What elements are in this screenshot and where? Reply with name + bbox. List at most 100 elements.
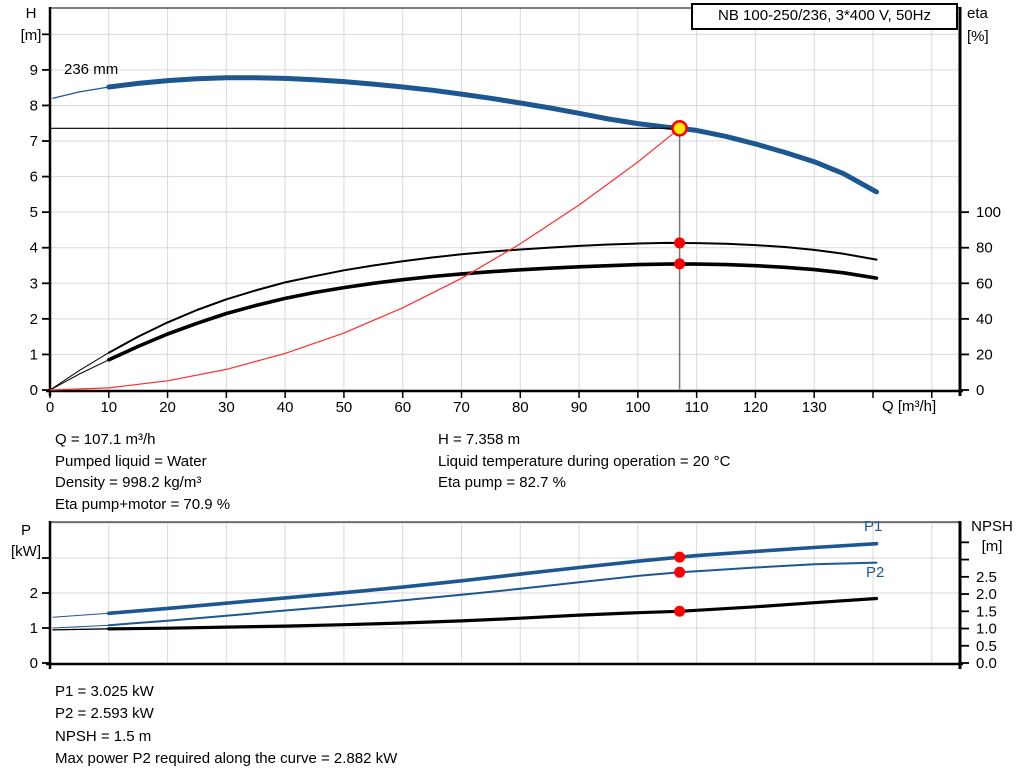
pumped-liquid-text: Pumped liquid = Water [55, 452, 207, 470]
tick-label: 120 [743, 399, 768, 416]
eta-pump-motor-curve [49, 262, 879, 391]
tick-label: 2.5 [976, 569, 997, 586]
head-axis-title-line2: [m] [20, 27, 42, 44]
impeller-diameter-label: 236 mm [64, 61, 119, 78]
p2-curve-lead [52, 624, 110, 629]
left-ticks: 0 1 2 [30, 557, 50, 672]
right-ticks: 0.00.51.01.52.02.5 [960, 541, 997, 672]
p1-curve-lead [52, 612, 110, 618]
tick-label: 8 [30, 97, 38, 114]
tick-label: 0.0 [976, 655, 997, 672]
power-axis-title: P [kW] [4, 520, 48, 562]
tick-label: 100 [976, 204, 1001, 221]
grid [50, 8, 960, 390]
eta-pump-motor-curve-main [107, 262, 879, 362]
tick-label: 1.5 [976, 603, 997, 620]
eta-pump-text: Eta pump = 82.7 % [438, 474, 566, 492]
tick-label: 40 [976, 311, 993, 328]
npsh-axis-title-line2: [m] [981, 538, 1003, 555]
tick-label: 0 [976, 382, 984, 399]
duty-info-right: H = 7.358 m Liquid temperature during op… [438, 429, 730, 494]
power-axis-title-line1: P [20, 522, 31, 539]
p2-curve [52, 561, 878, 629]
tick-label: 50 [336, 399, 353, 416]
tick-label: 20 [976, 346, 993, 363]
tick-label: 1.0 [976, 621, 997, 638]
head-axis-title-line1: H [25, 5, 37, 22]
npsh-curve-main [107, 596, 879, 631]
head-curve-236mm-main [106, 75, 879, 195]
npsh-curve-lead [52, 628, 110, 631]
tick-label: 2 [30, 311, 38, 328]
tick-label: 2.0 [976, 586, 997, 603]
duty-head-text: H = 7.358 m [438, 431, 521, 448]
p2-value-text: P2 = 2.593 kW [55, 705, 154, 723]
tick-label: 5 [30, 204, 38, 221]
grid [50, 522, 960, 663]
max-power-text: Max power P2 required along the curve = … [55, 749, 398, 767]
eta-pump-curve-main [107, 241, 878, 354]
power-npsh-chart: 0 1 2 0.00.51.01.52.02.5 [30, 521, 997, 672]
tick-label: 10 [100, 399, 117, 416]
pump-title-box: NB 100-250/236, 3*400 V, 50Hz [691, 3, 958, 30]
p2-curve-main [107, 561, 878, 627]
eta-pump-motor-text: Eta pump+motor = 70.9 % [55, 495, 231, 513]
head-axis-title: H [m] [10, 3, 52, 47]
duty-value-marker [674, 258, 686, 270]
tick-label: 40 [277, 399, 294, 416]
tick-label: 3 [30, 275, 38, 292]
npsh-value-text: NPSH = 1.5 m [55, 727, 152, 745]
p1-value-text: P1 = 3.025 kW [55, 683, 154, 700]
tick-label: 20 [159, 399, 176, 416]
tick-label: 80 [976, 240, 993, 257]
liquid-temperature-text: Liquid temperature during operation = 20… [438, 452, 731, 470]
duty-value-marker [674, 605, 686, 617]
duty-value-marker [674, 566, 686, 578]
tick-label: 100 [625, 399, 650, 416]
tick-label: 0 [30, 655, 38, 672]
tick-label: 0 [46, 399, 54, 416]
tick-label: 9 [30, 62, 38, 79]
tick-label: 130 [802, 399, 827, 416]
left-ticks: 0 1 2 3 4 5 6 7 8 9 [30, 33, 50, 399]
tick-label: 60 [976, 275, 993, 292]
eta-pump-curve-lead [49, 352, 110, 391]
power-axis-title-line2: [kW] [11, 543, 41, 560]
pump-title-text: NB 100-250/236, 3*400 V, 50Hz [718, 7, 931, 24]
x-ticks: 0 10 20 30 40 50 60 70 80 90 100 110 120 130 [46, 392, 933, 416]
duty-info-left: Q = 107.1 m³/h Pumped liquid = Water Den… [55, 429, 230, 515]
right-ticks: 0 20 40 60 80 100 [960, 204, 1001, 399]
npsh-axis-title: NPSH [m] [964, 517, 1020, 557]
tick-label: 70 [453, 399, 470, 416]
duty-flow-text: Q = 107.1 m³/h [55, 431, 156, 448]
tick-label: 60 [394, 399, 411, 416]
tick-label: 0.5 [976, 638, 997, 655]
tick-label: 30 [218, 399, 235, 416]
eta-axis-title-line2: [%] [967, 28, 989, 45]
head-curve-236mm [52, 75, 879, 195]
eta-axis-title: eta [%] [967, 2, 1013, 48]
tick-label: 90 [571, 399, 588, 416]
tick-label: 0 [30, 382, 38, 399]
flow-axis-label: Q [m³/h] [882, 398, 937, 415]
system-curve [49, 127, 681, 391]
tick-label: 4 [30, 240, 38, 257]
npsh-curve [52, 596, 879, 631]
tick-label: 1 [30, 620, 38, 637]
tick-label: 6 [30, 169, 38, 186]
p1-curve-label: P1 [864, 518, 883, 535]
tick-label: 80 [512, 399, 529, 416]
npsh-axis-title-line1: NPSH [971, 518, 1013, 535]
p1-curve-main [107, 541, 879, 616]
density-text: Density = 998.2 kg/m³ [55, 474, 202, 492]
eta-pump-motor-curve-lead [49, 359, 110, 391]
head-curve-236mm-lead [52, 86, 110, 99]
tick-label: 2 [30, 585, 38, 602]
duty-value-marker [674, 237, 686, 249]
tick-label: 1 [30, 346, 38, 363]
tick-label: 7 [30, 133, 38, 150]
eta-pump-curve [49, 241, 878, 391]
